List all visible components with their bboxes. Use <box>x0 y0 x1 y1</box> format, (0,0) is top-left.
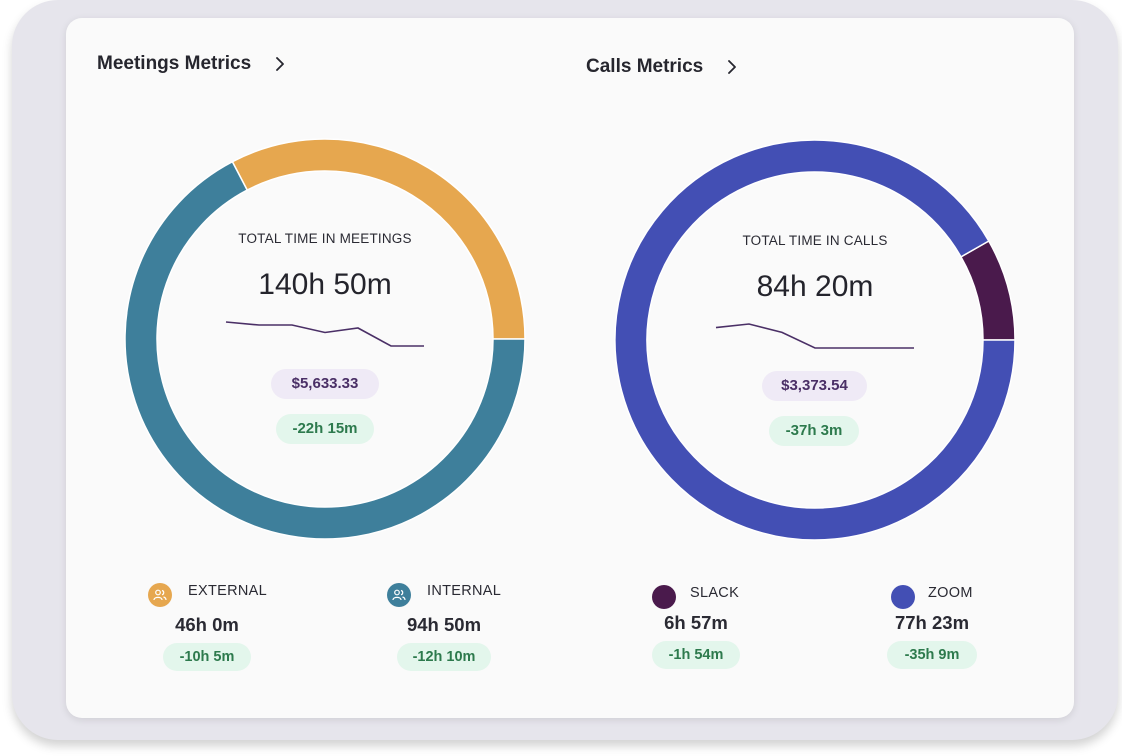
zoom-legend-label: ZOOM <box>928 585 973 601</box>
calls-metrics-title: Calls Metrics <box>586 56 704 77</box>
calls-slice-zoom[interactable] <box>614 139 1016 541</box>
calls-cost-badge: $3,373.54 <box>762 371 867 401</box>
external-legend-label: EXTERNAL <box>188 583 267 599</box>
internal-legend-label: INTERNAL <box>427 583 502 599</box>
calls-total-value: 84h 20m <box>756 270 874 303</box>
zoom-legend-delta: -35h 9m <box>887 641 977 669</box>
internal-legend-value: 94h 50m <box>406 614 482 635</box>
meetings-total-value: 140h 50m <box>258 268 392 301</box>
slack-legend-value: 6h 57m <box>664 612 728 633</box>
meetings-center-label: TOTAL TIME IN MEETINGS <box>238 231 412 246</box>
meetings-metrics-link[interactable]: Meetings Metrics <box>97 53 287 75</box>
chevron-right-icon <box>276 57 285 71</box>
meetings-sparkline-line <box>225 321 424 347</box>
internal-legend-delta: -12h 10m <box>397 643 491 671</box>
slack-legend-delta: -1h 54m <box>652 641 740 669</box>
meetings-donut-chart <box>124 138 526 540</box>
calls-metrics-link[interactable]: Calls Metrics <box>586 56 739 78</box>
zoom-legend-value: 77h 23m <box>894 612 970 633</box>
calls-delta-badge: -37h 3m <box>769 416 859 446</box>
external-legend-delta: -10h 5m <box>163 643 251 671</box>
slack-legend-label: SLACK <box>690 585 740 601</box>
meetings-delta-badge: -22h 15m <box>276 414 374 444</box>
meetings-sparkline <box>225 321 424 347</box>
meetings-cost-badge: $5,633.33 <box>271 369 379 399</box>
calls-center-label: TOTAL TIME IN CALLS <box>742 233 888 248</box>
calls-slice-slack[interactable] <box>959 239 1016 341</box>
calls-sparkline <box>715 323 914 349</box>
people-icon <box>392 589 406 601</box>
internal-legend-dot <box>387 583 411 607</box>
meetings-metrics-title: Meetings Metrics <box>97 53 252 74</box>
zoom-legend-dot <box>891 585 915 609</box>
calls-sparkline-line <box>715 323 914 349</box>
people-icon <box>153 589 167 601</box>
meetings-slice-internal[interactable] <box>124 160 526 540</box>
external-legend-dot <box>148 583 172 607</box>
calls-donut-chart <box>614 139 1016 541</box>
chevron-right-icon <box>728 60 737 74</box>
external-legend-value: 46h 0m <box>175 614 239 635</box>
slack-legend-dot <box>652 585 676 609</box>
